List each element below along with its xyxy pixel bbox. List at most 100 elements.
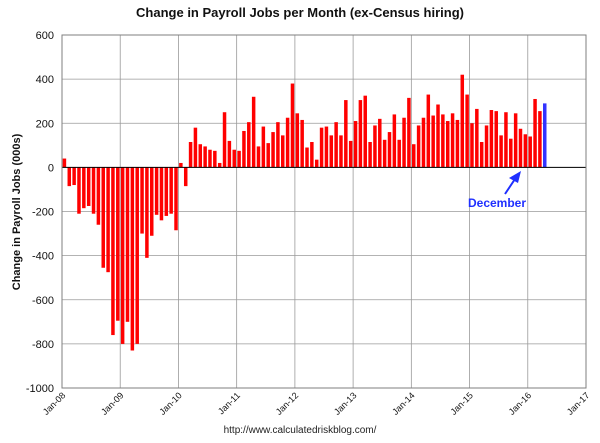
bar bbox=[164, 167, 169, 216]
bar bbox=[247, 122, 251, 168]
bar bbox=[62, 158, 67, 168]
bar-layer bbox=[62, 74, 547, 351]
bar bbox=[368, 142, 372, 168]
bar bbox=[392, 114, 397, 168]
x-tick-label: Jan-16 bbox=[507, 390, 534, 417]
plot-frame bbox=[61, 34, 587, 389]
x-tick-label: Jan-12 bbox=[274, 390, 301, 417]
bar bbox=[348, 140, 353, 168]
bar bbox=[329, 135, 334, 168]
bar bbox=[276, 122, 280, 168]
bar bbox=[295, 113, 300, 168]
bar bbox=[290, 83, 295, 168]
bar bbox=[72, 167, 76, 186]
bar bbox=[305, 147, 309, 168]
bar bbox=[378, 118, 382, 168]
bar bbox=[358, 100, 363, 168]
annotation-december: December bbox=[468, 196, 526, 210]
bar bbox=[533, 98, 537, 168]
bar bbox=[217, 162, 222, 168]
bar bbox=[111, 167, 115, 336]
bar bbox=[188, 142, 193, 168]
bar bbox=[208, 149, 212, 168]
bar bbox=[116, 167, 120, 321]
y-tick-label: 200 bbox=[36, 118, 54, 130]
bar bbox=[101, 167, 105, 268]
x-tick-label: Jan-17 bbox=[565, 390, 592, 417]
bar bbox=[77, 167, 81, 214]
bar bbox=[319, 127, 324, 168]
bar bbox=[159, 167, 164, 221]
bar bbox=[324, 126, 329, 168]
bar bbox=[232, 149, 236, 168]
bar bbox=[479, 142, 484, 168]
bar bbox=[91, 167, 96, 214]
bar bbox=[450, 113, 455, 168]
bar bbox=[183, 167, 188, 187]
bar bbox=[125, 167, 130, 322]
bar bbox=[130, 167, 135, 351]
bar bbox=[314, 159, 319, 168]
bar bbox=[198, 144, 203, 168]
bar bbox=[475, 108, 479, 168]
bar-latest-month bbox=[543, 103, 547, 168]
bar bbox=[445, 121, 450, 168]
x-tick-label: Jan-14 bbox=[390, 390, 417, 417]
bar bbox=[150, 167, 154, 236]
bar bbox=[222, 112, 227, 168]
bar bbox=[261, 126, 266, 168]
bar bbox=[441, 114, 445, 168]
bar bbox=[339, 135, 343, 168]
bar bbox=[382, 139, 387, 168]
bar bbox=[489, 110, 494, 168]
bar bbox=[416, 125, 421, 168]
bar bbox=[67, 167, 72, 187]
bar bbox=[96, 167, 101, 225]
x-tick-label: Jan-13 bbox=[332, 390, 359, 417]
bar bbox=[344, 100, 348, 168]
bar bbox=[528, 136, 532, 168]
bar bbox=[407, 97, 411, 168]
bar bbox=[169, 167, 173, 214]
bar bbox=[465, 94, 469, 168]
y-tick-label: 0 bbox=[48, 162, 54, 174]
bar bbox=[363, 95, 367, 168]
bar bbox=[237, 150, 241, 168]
bar bbox=[426, 94, 431, 168]
bar bbox=[140, 167, 144, 234]
bar bbox=[397, 139, 401, 168]
bar bbox=[523, 134, 528, 168]
bar bbox=[513, 113, 518, 168]
bar bbox=[421, 117, 426, 168]
bar bbox=[251, 96, 256, 168]
bar bbox=[412, 144, 416, 168]
bar bbox=[353, 121, 358, 168]
bar bbox=[193, 127, 198, 168]
x-tick-label: Jan-15 bbox=[448, 390, 475, 417]
bar bbox=[86, 167, 91, 206]
y-tick-label: -600 bbox=[32, 295, 54, 307]
bar bbox=[82, 167, 86, 209]
bar bbox=[538, 111, 542, 168]
bar bbox=[145, 167, 149, 258]
y-tick-label: -800 bbox=[32, 339, 54, 351]
x-tick-label: Jan-10 bbox=[157, 390, 184, 417]
bar bbox=[470, 123, 474, 168]
bar bbox=[373, 125, 377, 168]
bar bbox=[494, 111, 498, 168]
x-axis-ticks: Jan-08 Jan-09 Jan-10 Jan-11 Jan-12 Jan-13 Jan-… bbox=[41, 390, 592, 417]
y-tick-label: -200 bbox=[32, 207, 54, 219]
y-tick-label: -400 bbox=[32, 251, 54, 263]
bar bbox=[242, 130, 246, 168]
y-tick-label: 400 bbox=[36, 74, 54, 86]
bar bbox=[154, 167, 159, 215]
bar bbox=[310, 142, 314, 168]
annotation-arrow-head bbox=[509, 171, 521, 183]
bar bbox=[271, 132, 275, 168]
bar bbox=[402, 117, 406, 168]
x-tick-label: Jan-11 bbox=[216, 390, 242, 416]
bar bbox=[203, 146, 207, 168]
bar bbox=[484, 125, 489, 168]
bar bbox=[455, 119, 460, 168]
